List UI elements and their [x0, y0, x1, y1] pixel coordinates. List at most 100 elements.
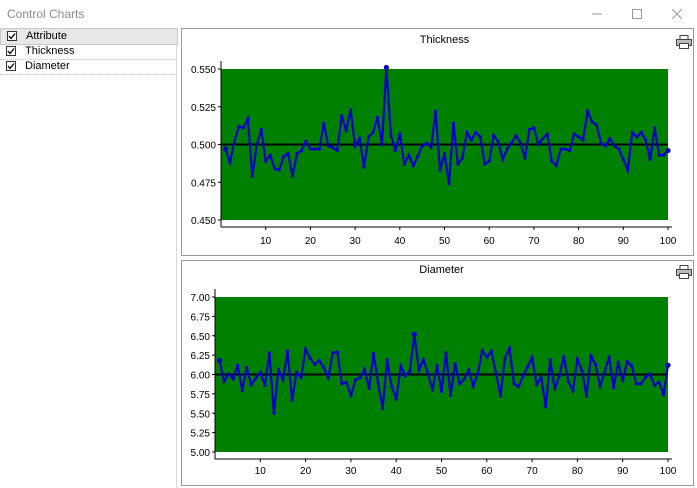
- data-point: [442, 151, 447, 156]
- data-point: [448, 393, 453, 398]
- data-point: [326, 376, 330, 380]
- data-point: [317, 147, 321, 151]
- data-point: [467, 368, 471, 372]
- print-button[interactable]: [676, 265, 692, 279]
- check-icon: [7, 48, 15, 55]
- checkbox-thickness[interactable]: [6, 46, 16, 56]
- data-point: [290, 398, 294, 402]
- data-point: [652, 383, 657, 387]
- data-point: [326, 144, 330, 148]
- y-tick-label: 5.75: [191, 390, 211, 401]
- data-point: [516, 385, 521, 389]
- data-point: [435, 363, 439, 367]
- data-point: [584, 394, 589, 398]
- x-tick-label: 30: [345, 466, 357, 477]
- close-button[interactable]: [657, 0, 697, 28]
- data-point: [665, 362, 671, 368]
- data-point: [617, 147, 621, 151]
- data-point: [429, 145, 433, 150]
- thickness-chart: Thickness 0.450 0.475 0.500 0.525 0.550 10 20 30…: [191, 34, 677, 247]
- data-point: [545, 132, 549, 136]
- tree-item-diameter[interactable]: Diameter: [0, 59, 176, 75]
- tree-item-thickness[interactable]: Thickness: [0, 44, 176, 60]
- data-point: [563, 147, 567, 151]
- data-point: [585, 109, 590, 113]
- y-tick-label: 0.550: [191, 65, 216, 76]
- data-point: [469, 138, 473, 142]
- data-point: [562, 355, 566, 359]
- data-point: [553, 387, 557, 391]
- data-point: [644, 138, 648, 142]
- data-point: [501, 158, 505, 162]
- data-point: [507, 346, 512, 350]
- data-point: [294, 370, 299, 374]
- data-point: [286, 151, 290, 156]
- checkbox-diameter[interactable]: [6, 61, 16, 71]
- data-point: [550, 159, 554, 163]
- x-tick-label: 20: [300, 466, 312, 477]
- data-point: [580, 369, 584, 373]
- data-point: [607, 355, 611, 359]
- data-point: [240, 389, 244, 393]
- data-point: [521, 374, 525, 378]
- tree-item-attribute[interactable]: Attribute: [0, 28, 178, 45]
- chart-tree: Attribute Thickness Diameter: [0, 28, 178, 488]
- data-point: [340, 114, 344, 118]
- data-point: [228, 161, 232, 165]
- data-point: [226, 372, 231, 376]
- data-point: [264, 159, 268, 163]
- data-point: [444, 351, 448, 355]
- data-point: [353, 144, 357, 148]
- data-point: [420, 144, 424, 148]
- data-point: [353, 378, 358, 382]
- data-point: [371, 130, 375, 135]
- data-point: [639, 382, 643, 386]
- x-tick-label: 40: [391, 466, 403, 477]
- maximize-button[interactable]: [617, 0, 657, 28]
- data-point: [254, 376, 258, 380]
- diameter-chart: Diameter 5.00 5.25 5.50 5.75 6.00 6.25 6.50 6.75…: [191, 264, 677, 477]
- data-point: [290, 174, 295, 178]
- checkbox-attribute[interactable]: [7, 31, 17, 41]
- data-point: [541, 136, 545, 141]
- x-tick-label: 70: [528, 236, 540, 247]
- print-button[interactable]: [676, 35, 692, 49]
- data-point: [603, 144, 608, 148]
- data-point: [407, 153, 411, 157]
- data-point: [433, 109, 438, 113]
- data-point: [612, 144, 616, 148]
- data-point: [237, 124, 241, 128]
- data-point: [285, 349, 290, 353]
- data-point: [380, 142, 384, 147]
- data-point: [430, 388, 435, 392]
- x-tick-label: 50: [439, 236, 451, 247]
- data-point: [277, 168, 281, 172]
- data-point: [548, 358, 552, 362]
- data-point: [554, 164, 558, 168]
- data-point: [236, 363, 240, 367]
- data-point: [304, 347, 308, 351]
- data-point: [408, 369, 412, 373]
- data-point: [612, 386, 616, 390]
- data-point: [544, 405, 548, 409]
- data-point: [281, 154, 286, 159]
- data-point: [456, 162, 460, 166]
- data-point: [489, 349, 493, 353]
- tree-item-label: Thickness: [25, 45, 75, 57]
- data-point: [322, 121, 326, 125]
- x-tick-label: 80: [572, 466, 584, 477]
- data-point: [616, 360, 620, 364]
- data-point: [525, 365, 530, 369]
- data-point: [559, 147, 563, 151]
- data-point: [416, 154, 420, 159]
- data-point: [263, 383, 267, 387]
- minimize-button[interactable]: [577, 0, 617, 28]
- data-point: [657, 380, 661, 384]
- data-point: [241, 126, 245, 130]
- data-point: [281, 378, 285, 382]
- y-tick-label: 6.25: [191, 351, 211, 362]
- data-point: [485, 355, 489, 360]
- data-point: [299, 148, 304, 153]
- data-point: [259, 127, 263, 131]
- data-point: [344, 129, 348, 133]
